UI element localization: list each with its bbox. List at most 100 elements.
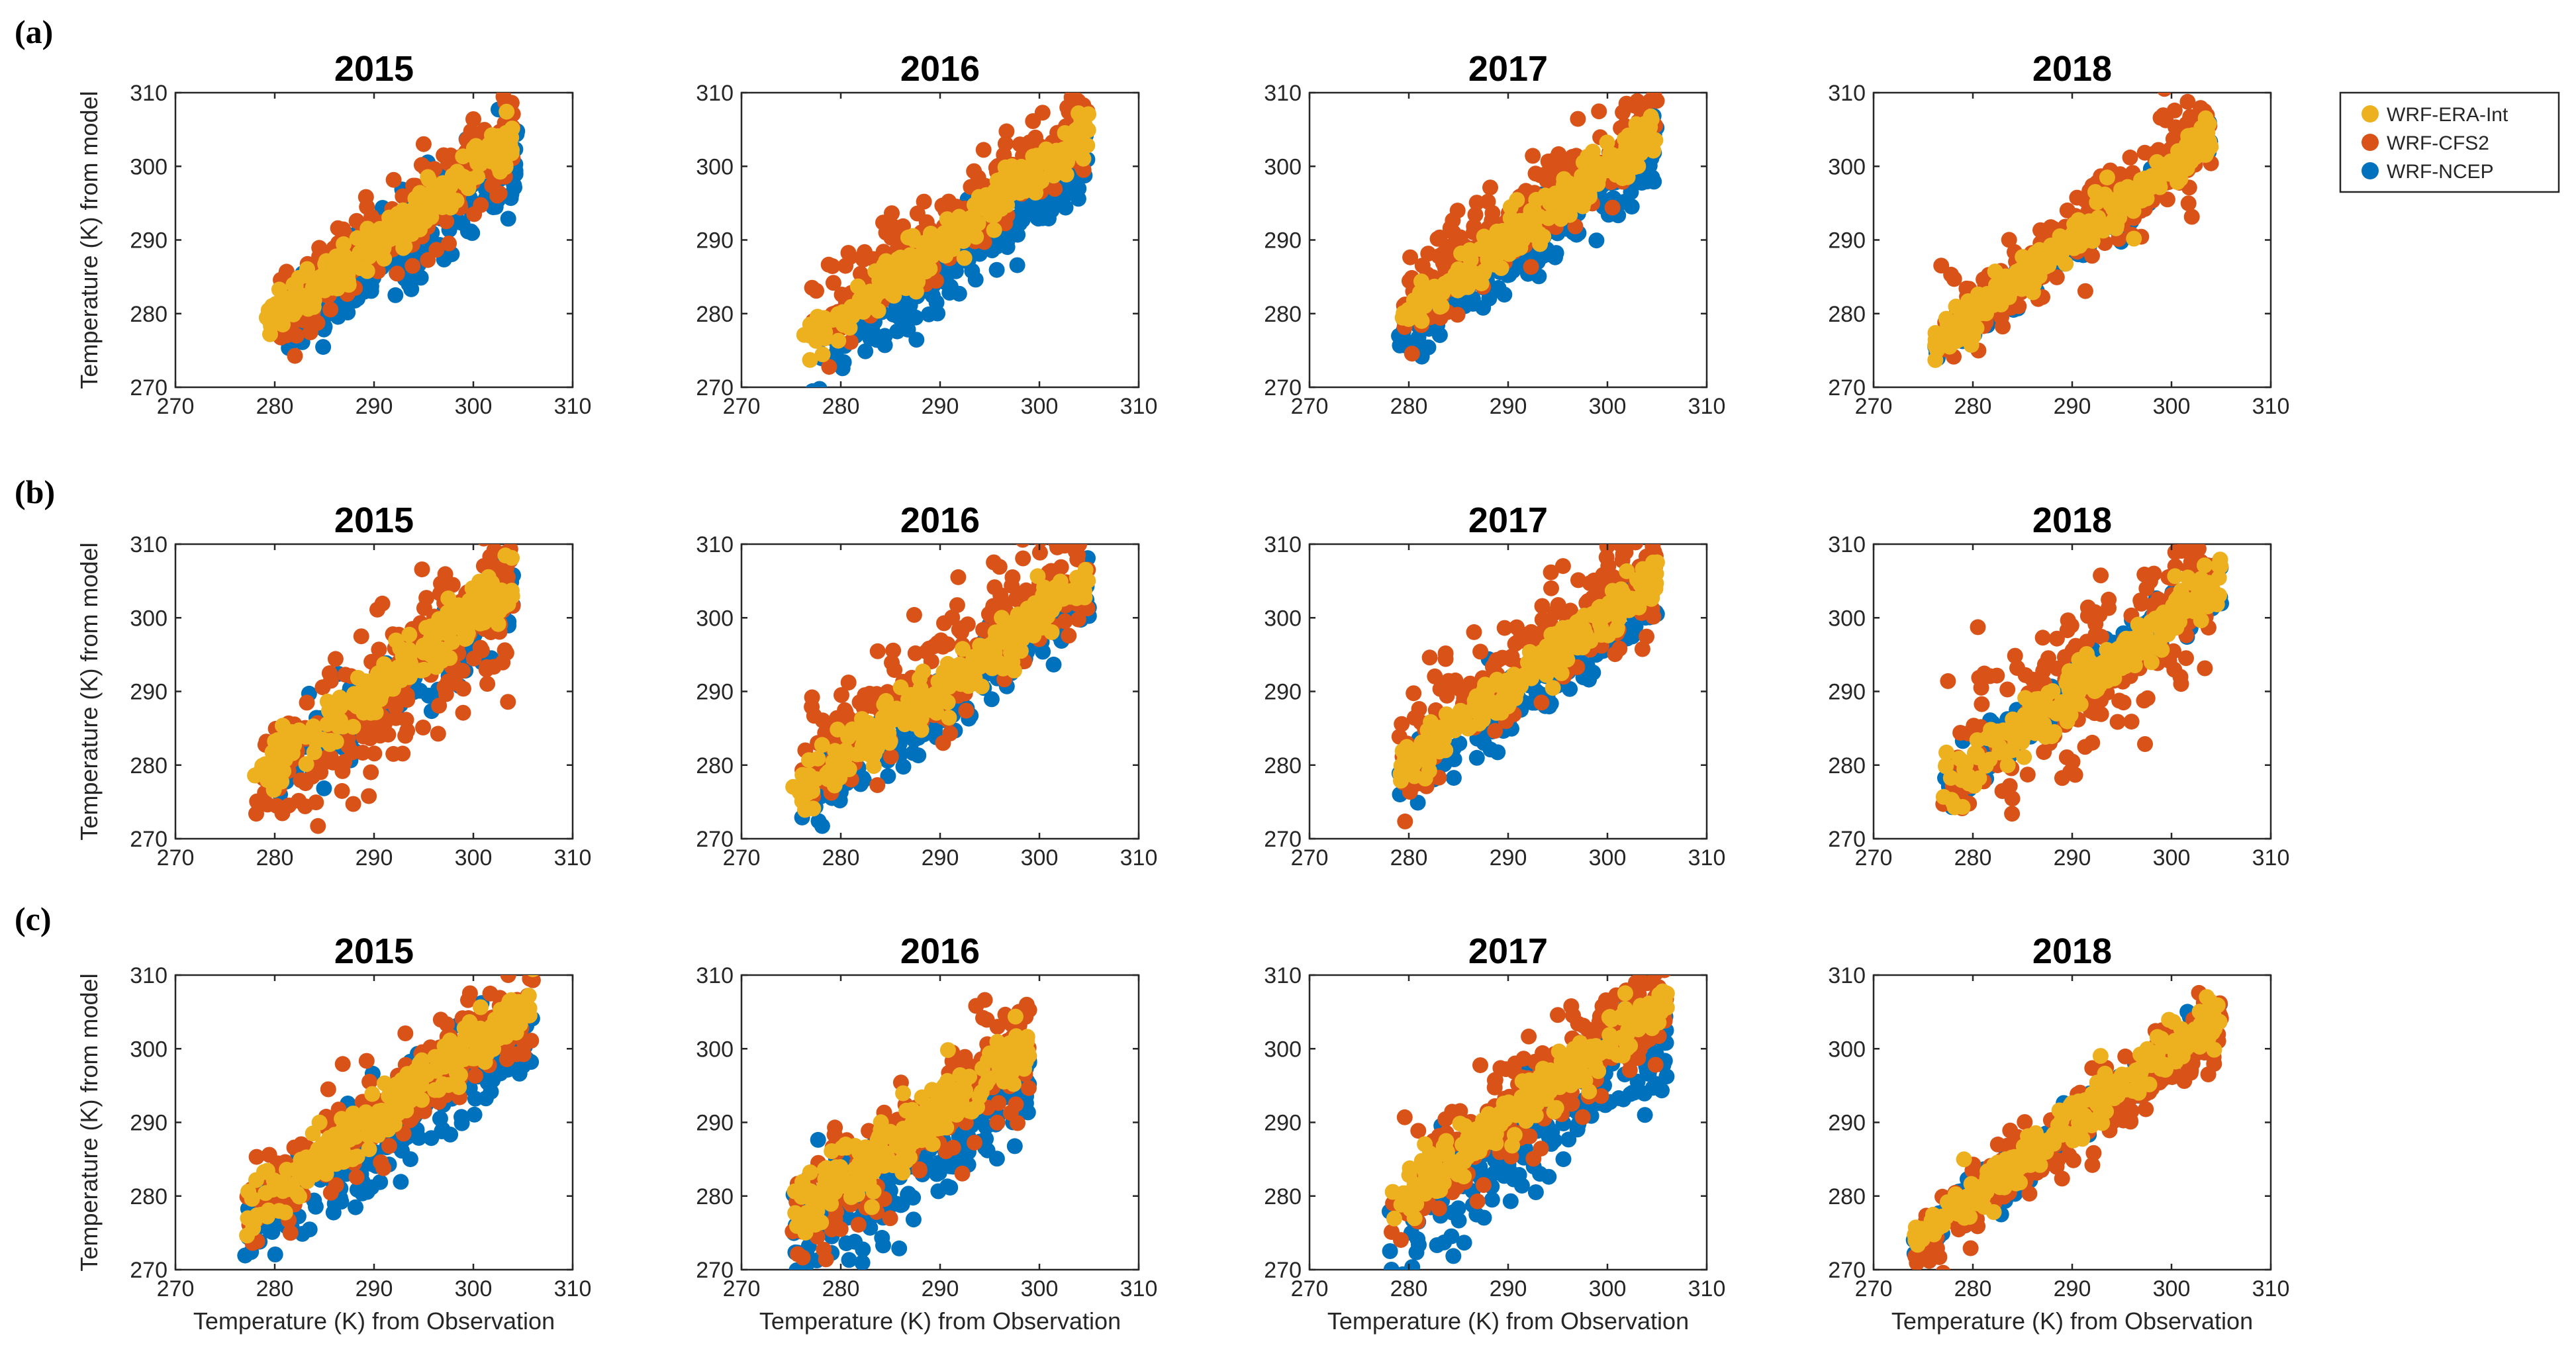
point-wrf-era-int <box>870 303 886 319</box>
point-wrf-era-int <box>486 140 502 157</box>
point-wrf-cfs2 <box>278 263 295 280</box>
scatter-points <box>247 544 521 834</box>
point-wrf-era-int <box>1433 298 1450 314</box>
point-wrf-era-int <box>814 346 831 363</box>
point-wrf-cfs2 <box>1468 195 1485 211</box>
point-wrf-cfs2 <box>1061 628 1077 644</box>
point-wrf-ncep <box>1012 207 1029 224</box>
y-tick-label: 300 <box>1264 154 1302 179</box>
scatter-points <box>796 93 1096 387</box>
point-wrf-cfs2 <box>484 177 501 194</box>
panel-title: 2016 <box>900 49 980 89</box>
point-wrf-era-int <box>986 222 1002 238</box>
x-tick-label: 280 <box>1390 394 1428 419</box>
point-wrf-cfs2 <box>1487 723 1503 739</box>
point-wrf-cfs2 <box>1057 613 1073 630</box>
point-wrf-era-int <box>915 663 931 680</box>
point-wrf-era-int <box>1645 142 1662 159</box>
point-wrf-era-int <box>385 223 401 240</box>
point-wrf-cfs2 <box>249 793 265 810</box>
point-wrf-era-int <box>1048 142 1065 159</box>
point-wrf-era-int <box>939 211 955 228</box>
point-wrf-era-int <box>270 312 287 329</box>
point-wrf-cfs2 <box>497 642 513 659</box>
y-tick-label: 300 <box>130 606 167 631</box>
x-tick-label: 270 <box>723 394 761 419</box>
point-wrf-era-int <box>1080 106 1096 122</box>
point-wrf-cfs2 <box>1427 668 1443 684</box>
point-wrf-era-int <box>1027 595 1043 612</box>
point-wrf-era-int <box>975 199 991 215</box>
point-wrf-era-int <box>305 299 322 315</box>
y-tick-label: 270 <box>130 827 167 852</box>
point-wrf-era-int <box>440 590 457 606</box>
point-wrf-era-int <box>361 244 378 260</box>
point-wrf-era-int <box>2111 209 2128 226</box>
point-wrf-cfs2 <box>371 641 387 658</box>
point-wrf-cfs2 <box>465 111 481 127</box>
point-wrf-cfs2 <box>299 694 315 711</box>
point-wrf-era-int <box>334 273 350 289</box>
point-wrf-ncep <box>880 768 896 784</box>
point-wrf-cfs2 <box>1598 549 1615 565</box>
point-wrf-era-int <box>1029 167 1045 184</box>
point-wrf-era-int <box>424 195 440 211</box>
point-wrf-era-int <box>1075 150 1092 167</box>
point-wrf-era-int <box>1627 139 1643 156</box>
point-wrf-cfs2 <box>1543 580 1559 596</box>
y-tick-label: 290 <box>696 680 734 705</box>
panel-title: 2018 <box>2032 49 2112 89</box>
point-wrf-era-int <box>291 292 307 308</box>
point-wrf-ncep <box>420 687 437 704</box>
point-wrf-cfs2 <box>321 665 338 681</box>
point-wrf-era-int <box>862 283 879 300</box>
point-wrf-cfs2 <box>1591 103 1607 120</box>
x-tick-label: 300 <box>455 394 493 419</box>
point-wrf-era-int <box>354 699 370 716</box>
row-label-c: (c) <box>15 900 52 937</box>
point-wrf-cfs2 <box>1645 544 1661 555</box>
point-wrf-cfs2 <box>473 642 490 659</box>
point-wrf-cfs2 <box>875 214 891 231</box>
point-wrf-era-int <box>861 747 878 763</box>
point-wrf-era-int <box>461 611 477 628</box>
point-wrf-era-int <box>1004 158 1020 175</box>
point-wrf-cfs2 <box>354 745 371 761</box>
point-wrf-cfs2 <box>366 745 383 762</box>
point-wrf-era-int <box>1003 185 1020 202</box>
point-wrf-ncep <box>1490 279 1507 296</box>
point-wrf-cfs2 <box>1604 199 1621 216</box>
point-wrf-era-int <box>796 326 812 343</box>
point-wrf-ncep <box>1045 656 1062 673</box>
point-wrf-era-int <box>367 670 384 686</box>
point-wrf-ncep <box>1490 744 1506 761</box>
point-wrf-cfs2 <box>837 258 854 274</box>
x-tick-label: 280 <box>256 845 294 871</box>
point-wrf-cfs2 <box>345 796 361 812</box>
point-wrf-cfs2 <box>825 275 841 291</box>
point-wrf-era-int <box>830 332 847 349</box>
point-wrf-cfs2 <box>909 205 926 222</box>
panel-title: 2017 <box>1468 49 1548 89</box>
point-wrf-ncep <box>401 276 417 293</box>
point-wrf-cfs2 <box>385 171 402 188</box>
point-wrf-era-int <box>1571 177 1588 193</box>
point-wrf-cfs2 <box>928 273 944 289</box>
point-wrf-era-int <box>260 772 276 788</box>
point-wrf-cfs2 <box>1404 346 1420 362</box>
point-wrf-era-int <box>887 281 903 297</box>
point-wrf-cfs2 <box>808 283 824 299</box>
point-wrf-era-int <box>503 583 520 599</box>
point-wrf-era-int <box>857 726 874 743</box>
point-wrf-era-int <box>1036 606 1053 623</box>
point-wrf-cfs2 <box>288 328 305 344</box>
point-wrf-era-int <box>1450 261 1466 277</box>
point-wrf-era-int <box>257 756 273 773</box>
point-wrf-era-int <box>463 171 479 187</box>
point-wrf-era-int <box>1012 643 1029 659</box>
point-wrf-cfs2 <box>2001 232 2017 248</box>
point-wrf-era-int <box>867 263 884 279</box>
point-wrf-era-int <box>906 716 922 732</box>
point-wrf-era-int <box>299 261 315 277</box>
point-wrf-cfs2 <box>312 764 329 780</box>
